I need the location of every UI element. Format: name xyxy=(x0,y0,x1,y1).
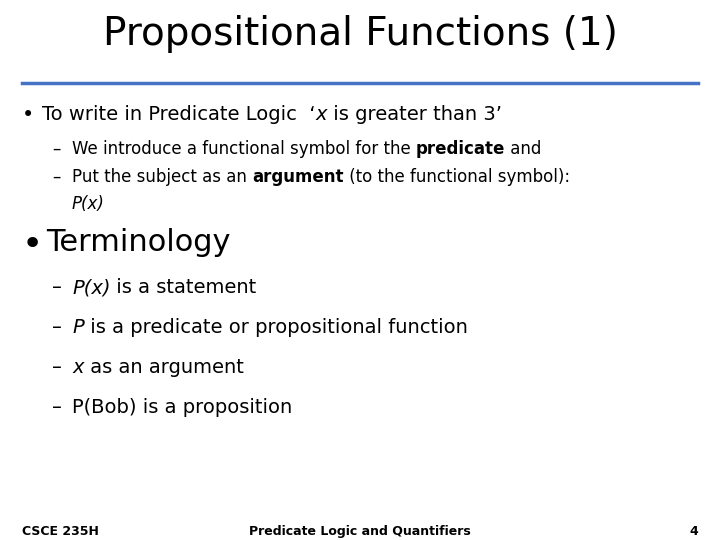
Text: –: – xyxy=(52,358,62,377)
Text: argument: argument xyxy=(252,168,343,186)
Text: as an argument: as an argument xyxy=(84,358,243,377)
Text: Predicate Logic and Quantifiers: Predicate Logic and Quantifiers xyxy=(249,525,471,538)
Text: x: x xyxy=(72,358,84,377)
Text: (to the functional symbol):: (to the functional symbol): xyxy=(343,168,570,186)
Text: Propositional Functions (1): Propositional Functions (1) xyxy=(102,15,618,53)
Text: –: – xyxy=(52,168,60,186)
Text: –: – xyxy=(52,278,62,297)
Text: Put the subject as an: Put the subject as an xyxy=(72,168,252,186)
Text: CSCE 235H: CSCE 235H xyxy=(22,525,99,538)
Text: is a statement: is a statement xyxy=(110,278,257,297)
Text: P(x): P(x) xyxy=(72,195,105,213)
Text: •: • xyxy=(22,228,43,262)
Text: We introduce a functional symbol for the: We introduce a functional symbol for the xyxy=(72,140,416,158)
Text: is greater than 3’: is greater than 3’ xyxy=(327,105,502,124)
Text: P: P xyxy=(72,318,84,337)
Text: is a predicate or propositional function: is a predicate or propositional function xyxy=(84,318,467,337)
Text: –: – xyxy=(52,398,62,417)
Text: –: – xyxy=(52,318,62,337)
Text: P(Bob) is a proposition: P(Bob) is a proposition xyxy=(72,398,292,417)
Text: 4: 4 xyxy=(689,525,698,538)
Text: –: – xyxy=(52,140,60,158)
Text: x: x xyxy=(315,105,327,124)
Text: and: and xyxy=(505,140,541,158)
Text: •: • xyxy=(22,105,35,125)
Text: P(x): P(x) xyxy=(72,278,110,297)
Text: To write in Predicate Logic  ‘: To write in Predicate Logic ‘ xyxy=(42,105,315,124)
Text: predicate: predicate xyxy=(416,140,505,158)
Text: Terminology: Terminology xyxy=(46,228,230,257)
